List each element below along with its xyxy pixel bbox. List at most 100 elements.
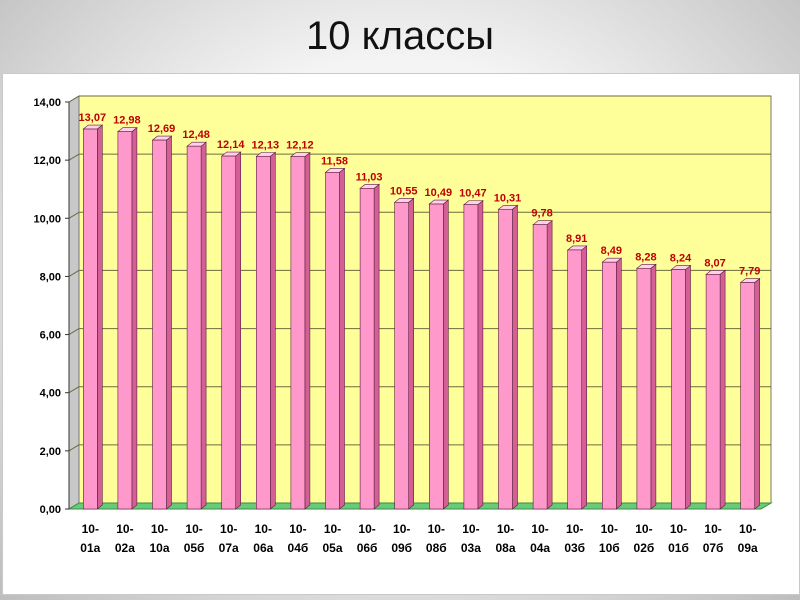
x-tick-label: 02а	[115, 541, 135, 555]
bar-side	[408, 197, 415, 510]
bar-side	[235, 151, 241, 510]
y-tick-label: 0,00	[40, 504, 61, 516]
data-label: 12,13	[252, 139, 280, 151]
bar-side	[131, 127, 138, 510]
x-tick-label: 10-	[601, 522, 618, 536]
x-tick-label: 10-	[185, 522, 202, 536]
gridline-side	[68, 386, 80, 394]
x-tick-label: 07б	[703, 541, 724, 555]
y-tick-label: 4,00	[40, 388, 61, 400]
data-label: 12,12	[286, 140, 314, 152]
x-tick-label: 10а	[149, 541, 169, 555]
data-label: 9,78	[531, 208, 552, 220]
data-label: 8,28	[635, 251, 656, 263]
x-tick-label: 10-	[82, 522, 99, 536]
x-tick-label: 08б	[426, 541, 447, 555]
x-tick-label: 04б	[288, 541, 309, 555]
data-label: 12,48	[182, 129, 210, 141]
x-tick-label: 10-	[566, 522, 583, 536]
x-tick-label: 10-	[289, 522, 306, 536]
data-label: 12,98	[113, 115, 141, 127]
plot-back-wall	[78, 95, 772, 504]
data-label: 7,79	[739, 266, 760, 278]
plot-area	[67, 95, 773, 510]
x-tick-label: 10-	[116, 522, 133, 536]
slide-title: 10 классы	[306, 14, 494, 58]
y-tick-label: 2,00	[40, 446, 61, 458]
y-axis-labels: 0,00 2,00 4,00 6,00 8,00 10,00 12,00 14,00	[33, 97, 61, 516]
x-tick-label: 08а	[495, 541, 515, 555]
x-tick-label: 10-	[739, 522, 756, 536]
data-label: 13,07	[79, 112, 107, 124]
bar-side	[754, 277, 761, 510]
bar-side	[581, 245, 588, 510]
gridline-side	[68, 269, 80, 277]
x-tick-label: 03б	[564, 541, 585, 555]
data-label: 11,03	[356, 171, 383, 183]
bars	[82, 124, 761, 510]
bar-side	[304, 152, 311, 510]
bar-chart: 0,00 2,00 4,00 6,00 8,00 10,00 12,00 14,00 13,0…	[33, 95, 773, 555]
bar	[290, 156, 306, 510]
x-tick-label: 06б	[357, 541, 378, 555]
bar	[152, 139, 167, 510]
bar	[186, 145, 202, 510]
bar	[463, 204, 479, 510]
data-label: 10,55	[390, 185, 418, 197]
x-tick-label: 10-	[255, 522, 272, 536]
x-tick-label: 10-	[531, 522, 548, 536]
bar	[83, 128, 98, 510]
data-label: 12,14	[217, 139, 245, 151]
bar	[221, 155, 236, 510]
y-tick-label: 10,00	[33, 213, 61, 225]
gridline-side	[68, 95, 80, 103]
data-label: 8,91	[566, 233, 587, 245]
data-label: 8,07	[704, 257, 725, 269]
bar-side	[373, 183, 380, 510]
data-labels: 13,07 12,98 12,69 12,48 12,14 12,13 12,12 11,58…	[79, 112, 761, 277]
y-tick-label: 6,00	[40, 330, 61, 342]
bar	[532, 224, 548, 510]
x-tick-label: 09а	[738, 541, 758, 555]
x-tick-label: 10-	[393, 522, 410, 536]
bar	[359, 188, 375, 510]
gridline-side	[68, 153, 80, 161]
x-tick-label: 03а	[461, 541, 481, 555]
data-label: 11,58	[321, 155, 348, 167]
bar-side	[719, 269, 726, 510]
x-tick-label: 10-	[428, 522, 445, 536]
bar-side	[442, 199, 449, 510]
bar-side	[166, 135, 172, 510]
data-label: 8,24	[670, 252, 692, 264]
bar-side	[650, 263, 657, 510]
x-tick-label: 07а	[219, 541, 239, 555]
y-tick-label: 8,00	[40, 271, 61, 283]
bar	[428, 203, 444, 510]
bar-side	[339, 167, 345, 510]
x-axis-labels: 10- 01а 10- 02а 10- 10а 10- 05б 10- 07а 10- 06а 10- 0…	[80, 522, 758, 555]
x-tick-label: 10-	[670, 522, 687, 536]
x-tick-label: 05а	[322, 541, 342, 555]
data-label: 12,69	[148, 123, 176, 135]
gridline-side	[68, 211, 80, 219]
bar-side	[269, 151, 276, 510]
x-tick-label: 05б	[184, 541, 205, 555]
bar-side	[546, 220, 553, 510]
bar-side	[97, 124, 103, 510]
x-tick-label: 10-	[462, 522, 479, 536]
data-label: 10,49	[425, 187, 453, 199]
bar	[256, 156, 271, 510]
bar	[394, 201, 410, 510]
y-tick-label: 14,00	[33, 97, 61, 109]
plot-side-wall	[68, 95, 80, 510]
gridline-side	[68, 444, 80, 452]
y-tick-label: 12,00	[33, 155, 61, 167]
x-tick-label: 01а	[80, 541, 100, 555]
bar	[740, 282, 756, 510]
bar	[117, 131, 133, 510]
bar-side	[200, 141, 207, 510]
x-tick-label: 10-	[358, 522, 375, 536]
x-tick-label: 09б	[391, 541, 412, 555]
bar-side	[512, 204, 518, 510]
x-tick-label: 06а	[253, 541, 273, 555]
